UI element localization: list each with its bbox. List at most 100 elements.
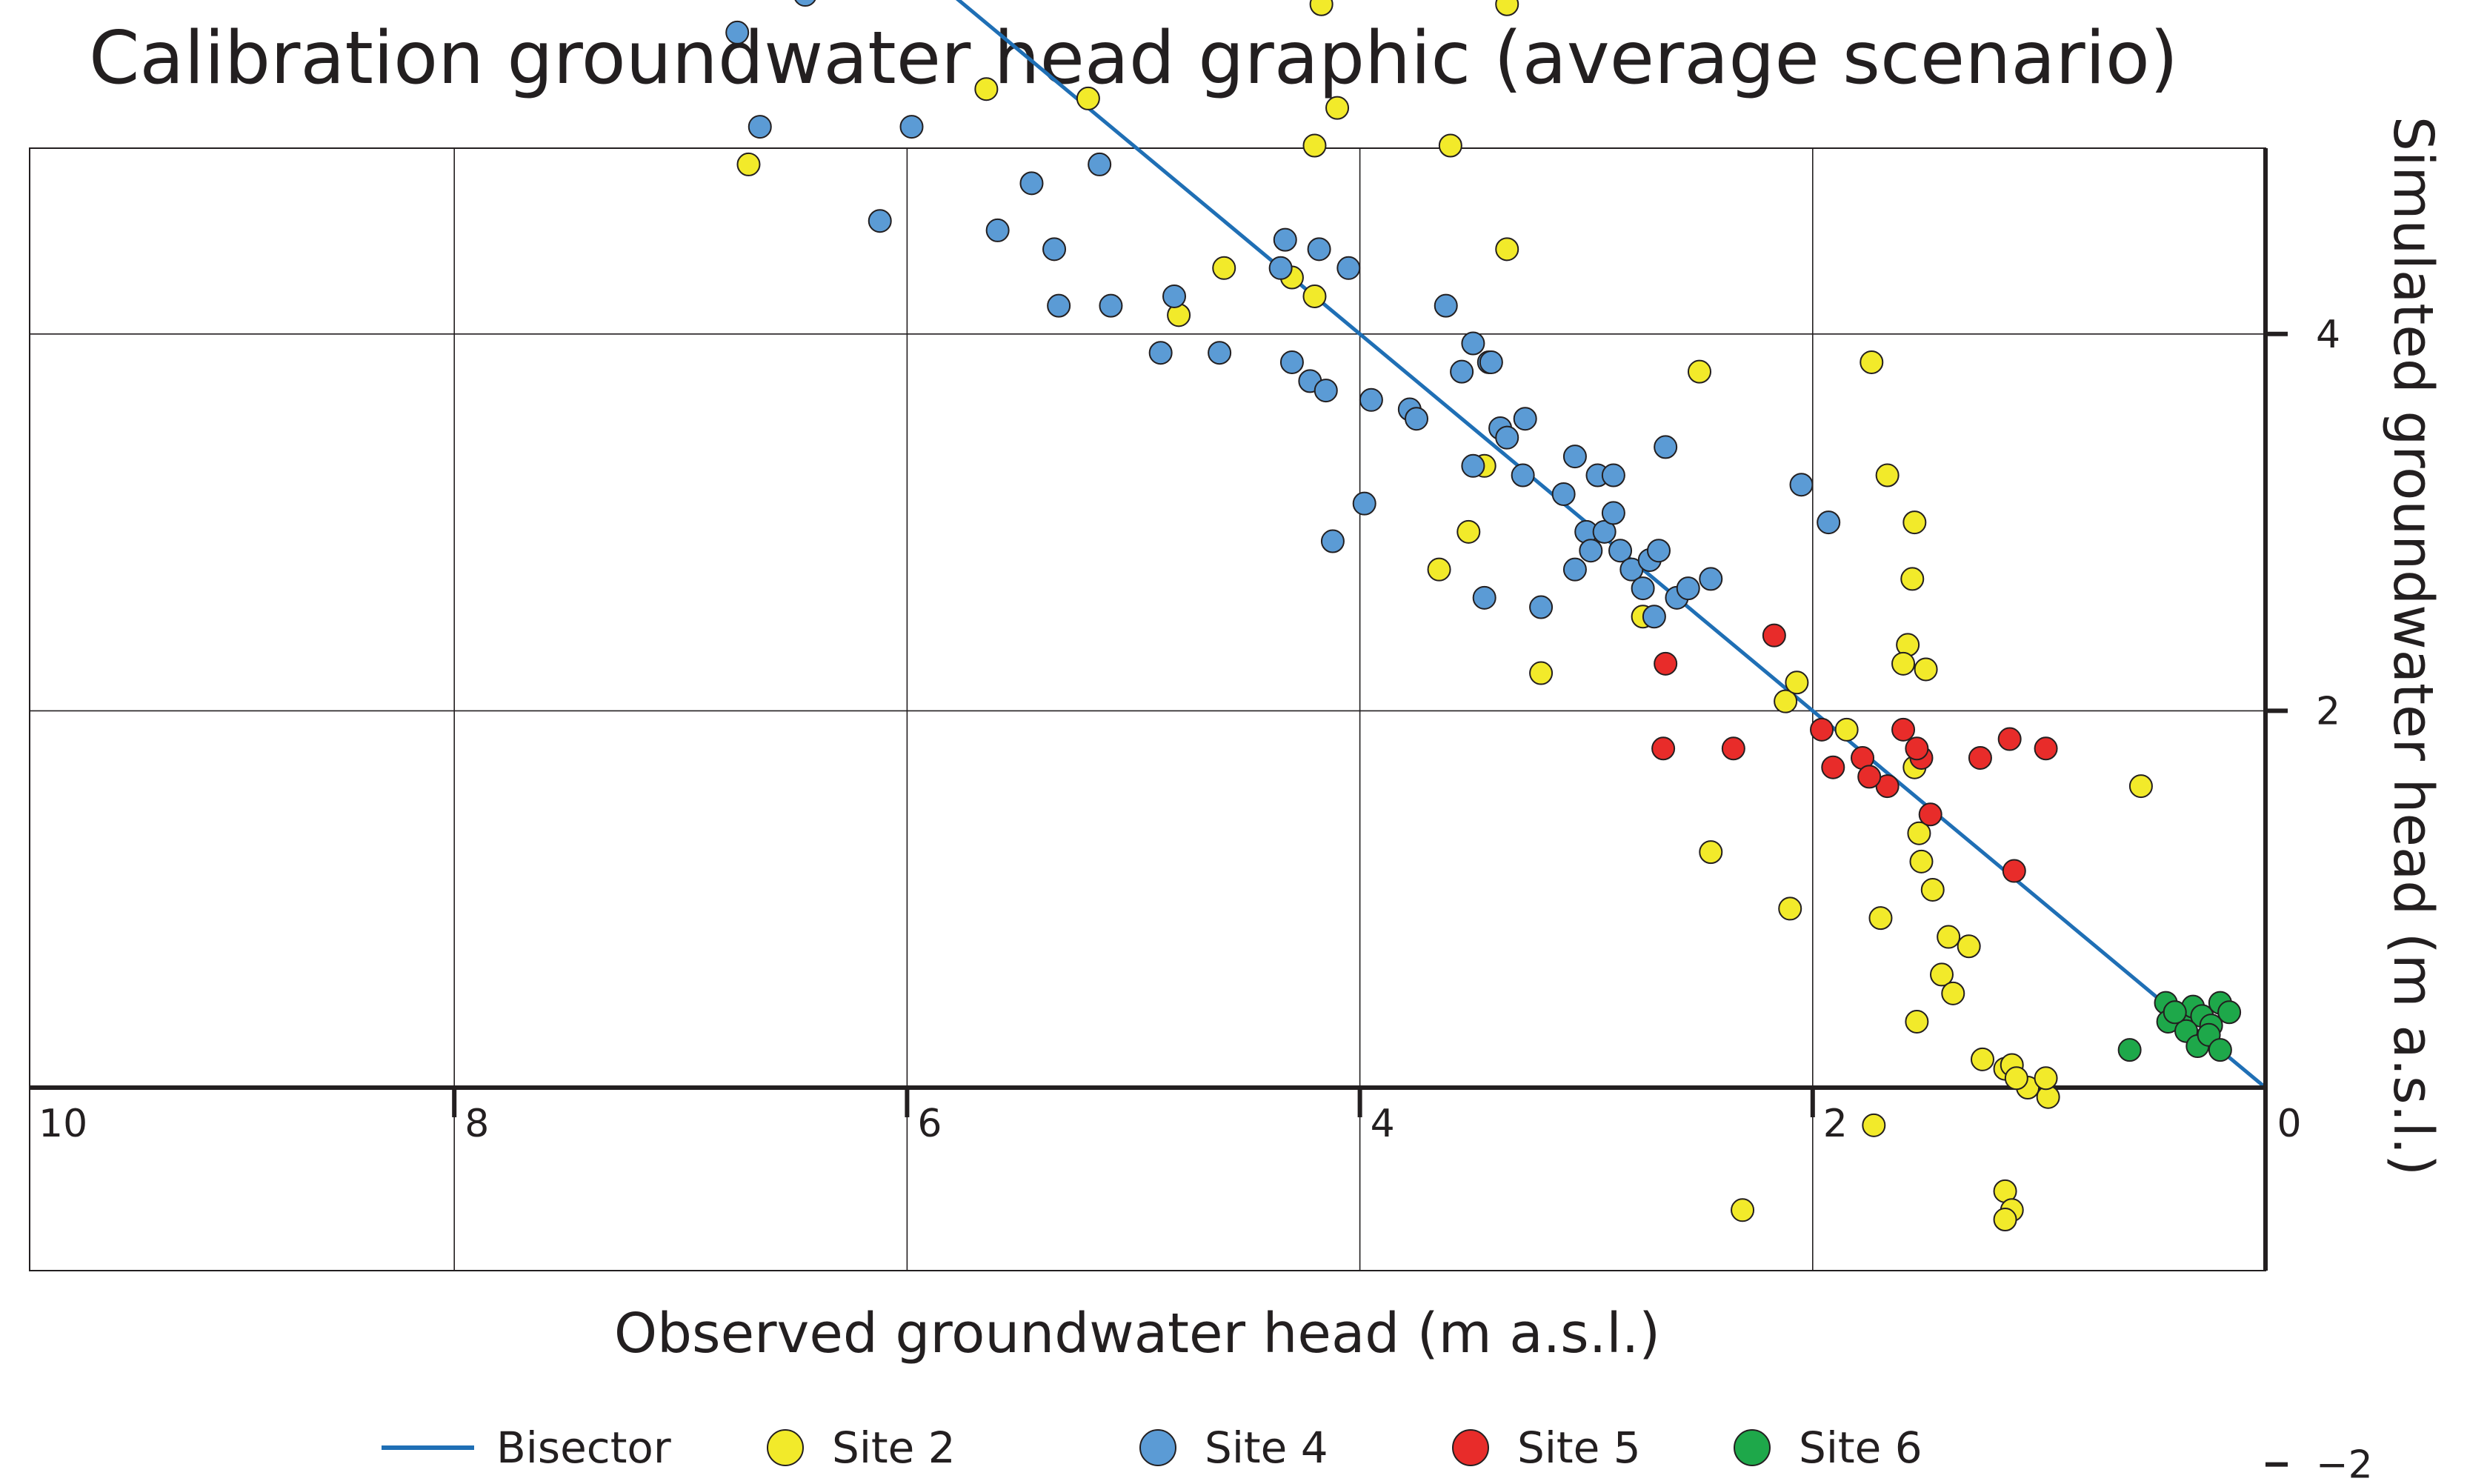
site-5-point xyxy=(1762,623,1786,648)
legend-site-4-label: Site 4 xyxy=(1205,1423,1328,1473)
site-4-point xyxy=(1307,237,1331,262)
site-2-point xyxy=(1495,237,1519,262)
site-4-point xyxy=(1042,237,1067,262)
site-4-point xyxy=(985,218,1010,242)
site-2-point xyxy=(2004,1066,2028,1091)
legend-bisector-label: Bisector xyxy=(496,1423,671,1473)
site-4-point xyxy=(1047,293,1071,318)
site-2-point xyxy=(1302,284,1327,308)
grid xyxy=(29,147,2266,1271)
site-2-point xyxy=(1456,519,1481,544)
y-tick-label: 2 xyxy=(2316,689,2340,733)
site-4-point xyxy=(748,115,772,139)
site-4-point xyxy=(794,0,816,7)
legend-site-6-label: Site 6 xyxy=(1799,1423,1922,1473)
site-4-point xyxy=(1479,350,1503,374)
x-tick-label: 8 xyxy=(465,1102,489,1146)
site-2-point xyxy=(1834,717,1859,742)
site-4-point xyxy=(1208,341,1232,365)
site-5-point xyxy=(1905,736,1929,761)
site-4-point xyxy=(725,20,750,44)
site-4-point xyxy=(1336,256,1361,280)
site-6-point xyxy=(2208,1038,2232,1062)
x-tick-label: 0 xyxy=(2277,1102,2301,1146)
site-2-point xyxy=(1868,906,1893,931)
y-tick-label: −2 xyxy=(2316,1443,2373,1484)
site-2-point xyxy=(1076,86,1100,110)
site-2-point xyxy=(1929,962,1954,987)
site-4-point xyxy=(1450,359,1474,384)
site-4-point xyxy=(868,209,892,233)
site-4-point xyxy=(1789,473,1814,497)
site-2-point xyxy=(974,77,999,102)
site-5-point xyxy=(1721,736,1745,761)
y-axis-label: Simulated groundwater head (m a.s.l.) xyxy=(2381,116,2445,1176)
data-points xyxy=(725,0,2242,1232)
site-4-point xyxy=(1646,539,1671,563)
site-4-point xyxy=(1352,491,1376,516)
legend-site-2-swatch xyxy=(767,1429,804,1466)
site-4-point xyxy=(1579,539,1603,563)
site-4-point xyxy=(1019,171,1044,196)
site-2-point xyxy=(1860,350,1884,374)
site-5-point xyxy=(1968,745,1992,770)
site-2-point xyxy=(1731,1198,1755,1222)
legend-site-2-label: Site 2 xyxy=(832,1423,956,1473)
site-4-point xyxy=(1314,379,1338,403)
site-4-point xyxy=(1529,595,1554,619)
site-4-point xyxy=(1608,539,1633,563)
site-4-point xyxy=(1551,482,1576,506)
site-4-point xyxy=(1676,576,1700,601)
y-tick-label: 4 xyxy=(2316,313,2340,357)
site-5-point xyxy=(2034,736,2058,761)
site-2-point xyxy=(1907,821,1931,845)
site-2-point xyxy=(1937,925,1961,949)
site-2-point xyxy=(1902,510,1927,535)
axes: 1086420108642−2 xyxy=(30,148,2373,1484)
site-6-point xyxy=(2217,1000,2242,1025)
site-2-point xyxy=(1785,671,1809,695)
site-2-point xyxy=(1427,557,1451,582)
site-4-point xyxy=(1162,284,1187,308)
site-5-point xyxy=(1891,717,1916,742)
x-tick-label: 6 xyxy=(917,1102,942,1146)
site-2-point xyxy=(1914,657,1938,682)
site-2-point xyxy=(1993,1208,2017,1232)
site-6-point xyxy=(2117,1038,2142,1062)
site-2-point xyxy=(1438,133,1462,158)
x-axis-label: Observed groundwater head (m a.s.l.) xyxy=(614,1302,1660,1365)
site-4-point xyxy=(1631,576,1655,601)
site-4-point xyxy=(1461,453,1485,478)
site-5-point xyxy=(1857,765,1882,789)
chart-title: Calibration groundwater head graphic (av… xyxy=(89,16,2178,101)
site-2-point xyxy=(1778,896,1802,921)
site-5-point xyxy=(1918,802,1942,827)
site-2-point xyxy=(1957,934,1981,959)
site-2-point xyxy=(1699,840,1723,865)
site-2-point xyxy=(1529,661,1554,685)
site-2-point xyxy=(1920,877,1945,902)
site-2-point xyxy=(1900,567,1925,591)
site-4-point xyxy=(1320,529,1345,553)
site-5-point xyxy=(1654,651,1678,676)
site-4-point xyxy=(1699,567,1723,591)
site-4-point xyxy=(1642,605,1666,629)
site-4-point xyxy=(1405,407,1428,431)
site-4-point xyxy=(1817,510,1841,535)
site-5-point xyxy=(1810,717,1834,742)
site-2-point xyxy=(2128,774,2153,799)
site-4-point xyxy=(1099,293,1123,318)
site-4-point xyxy=(1088,152,1112,176)
site-5-point xyxy=(1651,736,1676,761)
legend-site-5-swatch xyxy=(1452,1429,1489,1466)
plot-frame xyxy=(29,147,2266,1271)
legend-site-5-label: Site 5 xyxy=(1517,1423,1641,1473)
site-5-point xyxy=(1821,755,1845,779)
site-4-point xyxy=(1148,341,1173,365)
site-2-point xyxy=(1688,359,1711,384)
site-2-point xyxy=(1891,651,1916,676)
site-2-point xyxy=(736,152,761,176)
legend: Bisector Site 2 Site 4 Site 5 Site 6 xyxy=(382,1423,1922,1473)
site-2-point xyxy=(1325,96,1350,120)
site-2-point xyxy=(1909,849,1934,874)
